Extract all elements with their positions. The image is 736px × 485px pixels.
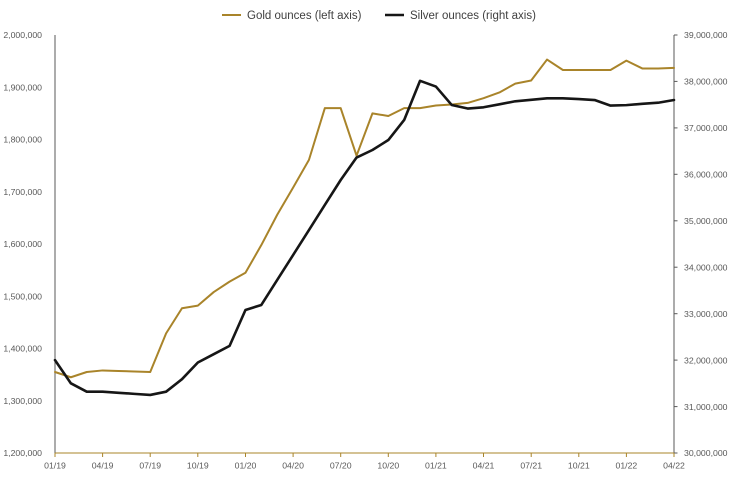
svg-text:1,600,000: 1,600,000 (3, 239, 42, 249)
svg-text:35,000,000: 35,000,000 (684, 216, 728, 226)
svg-text:10/19: 10/19 (187, 461, 209, 471)
svg-text:33,000,000: 33,000,000 (684, 309, 728, 319)
svg-text:1,900,000: 1,900,000 (3, 83, 42, 93)
svg-text:32,000,000: 32,000,000 (684, 355, 728, 365)
svg-text:07/19: 07/19 (139, 461, 161, 471)
svg-text:2,000,000: 2,000,000 (3, 30, 42, 40)
svg-text:Gold ounces (left axis): Gold ounces (left axis) (247, 10, 362, 22)
svg-text:Silver ounces (right axis): Silver ounces (right axis) (410, 10, 536, 22)
svg-text:10/20: 10/20 (377, 461, 399, 471)
svg-text:04/20: 04/20 (282, 461, 304, 471)
svg-text:04/21: 04/21 (473, 461, 495, 471)
svg-text:01/21: 01/21 (425, 461, 447, 471)
svg-text:34,000,000: 34,000,000 (684, 262, 728, 272)
svg-text:39,000,000: 39,000,000 (684, 30, 728, 40)
svg-text:30,000,000: 30,000,000 (684, 448, 728, 458)
svg-text:31,000,000: 31,000,000 (684, 402, 728, 412)
svg-text:10/21: 10/21 (568, 461, 590, 471)
svg-text:38,000,000: 38,000,000 (684, 77, 728, 87)
svg-text:1,700,000: 1,700,000 (3, 187, 42, 197)
svg-text:36,000,000: 36,000,000 (684, 170, 728, 180)
svg-text:04/22: 04/22 (663, 461, 685, 471)
svg-text:1,500,000: 1,500,000 (3, 291, 42, 301)
svg-text:07/20: 07/20 (330, 461, 352, 471)
svg-text:01/19: 01/19 (44, 461, 66, 471)
svg-text:1,300,000: 1,300,000 (3, 396, 42, 406)
svg-text:37,000,000: 37,000,000 (684, 123, 728, 133)
svg-text:01/20: 01/20 (235, 461, 257, 471)
svg-text:1,800,000: 1,800,000 (3, 135, 42, 145)
svg-text:01/22: 01/22 (616, 461, 638, 471)
svg-text:07/21: 07/21 (520, 461, 542, 471)
svg-text:04/19: 04/19 (92, 461, 114, 471)
svg-text:1,400,000: 1,400,000 (3, 344, 42, 354)
svg-text:1,200,000: 1,200,000 (3, 448, 42, 458)
